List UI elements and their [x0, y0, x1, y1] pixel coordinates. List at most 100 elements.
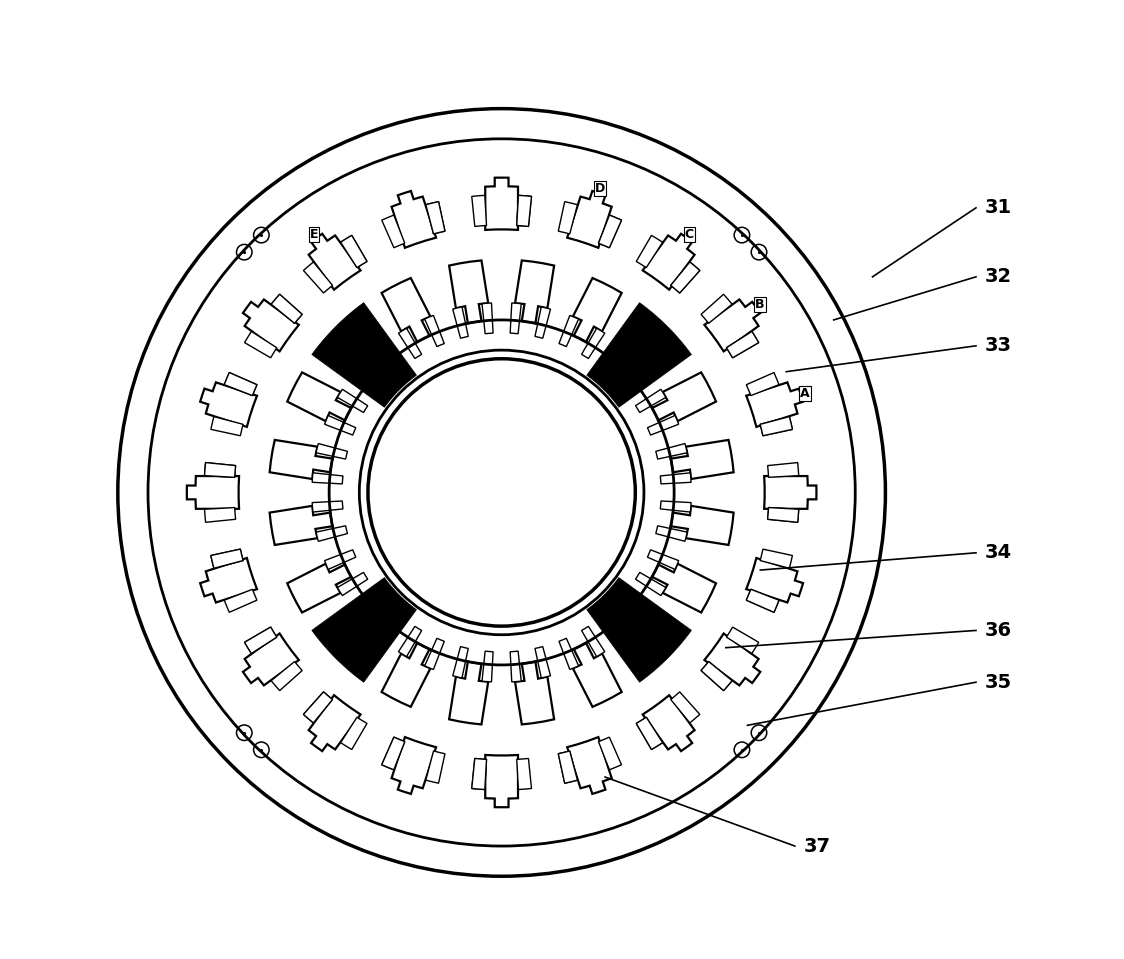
Polygon shape — [271, 294, 302, 323]
Polygon shape — [535, 307, 551, 339]
Polygon shape — [325, 550, 356, 570]
Polygon shape — [381, 278, 430, 342]
Polygon shape — [701, 662, 732, 690]
Polygon shape — [618, 609, 678, 668]
Polygon shape — [559, 201, 578, 234]
Polygon shape — [399, 328, 422, 359]
Polygon shape — [643, 234, 695, 290]
Text: A: A — [800, 387, 810, 400]
Polygon shape — [568, 737, 611, 794]
Polygon shape — [354, 593, 383, 620]
Polygon shape — [635, 389, 665, 412]
Polygon shape — [768, 507, 799, 523]
Polygon shape — [486, 177, 518, 230]
Polygon shape — [587, 577, 691, 682]
Polygon shape — [746, 383, 803, 427]
Polygon shape — [426, 751, 445, 784]
Polygon shape — [517, 196, 532, 226]
Text: 31: 31 — [985, 199, 1012, 218]
Polygon shape — [374, 345, 401, 374]
Text: 34: 34 — [985, 544, 1012, 562]
Polygon shape — [559, 751, 578, 784]
Polygon shape — [510, 303, 522, 334]
Polygon shape — [425, 639, 444, 669]
Polygon shape — [660, 501, 691, 512]
Polygon shape — [559, 639, 579, 669]
Polygon shape — [391, 191, 436, 247]
Polygon shape — [426, 201, 445, 234]
Polygon shape — [326, 609, 384, 668]
Polygon shape — [515, 662, 554, 724]
Polygon shape — [325, 415, 356, 435]
Polygon shape — [450, 261, 488, 323]
Polygon shape — [746, 589, 779, 613]
Circle shape — [118, 108, 886, 877]
Polygon shape — [271, 294, 302, 323]
Polygon shape — [341, 235, 366, 268]
Polygon shape — [271, 662, 302, 690]
Polygon shape — [303, 262, 333, 293]
Polygon shape — [211, 416, 243, 435]
Polygon shape — [655, 444, 687, 459]
Circle shape — [368, 359, 635, 626]
Polygon shape — [701, 662, 732, 690]
Polygon shape — [636, 717, 663, 750]
Polygon shape — [581, 328, 605, 359]
Polygon shape — [620, 365, 649, 392]
Polygon shape — [726, 332, 759, 358]
Polygon shape — [655, 526, 687, 541]
Polygon shape — [326, 316, 384, 375]
Polygon shape — [598, 737, 622, 770]
Text: C: C — [685, 228, 694, 241]
Polygon shape — [573, 643, 622, 707]
Polygon shape — [341, 235, 366, 268]
Polygon shape — [391, 737, 436, 794]
Polygon shape — [288, 372, 351, 421]
Text: 33: 33 — [985, 337, 1012, 356]
Polygon shape — [382, 737, 405, 770]
Polygon shape — [354, 365, 383, 392]
Polygon shape — [701, 294, 732, 323]
Polygon shape — [382, 737, 405, 770]
Polygon shape — [535, 646, 551, 678]
Polygon shape — [205, 507, 236, 523]
Polygon shape — [517, 759, 532, 789]
Polygon shape — [245, 332, 277, 358]
Polygon shape — [205, 462, 236, 478]
Text: E: E — [310, 228, 318, 241]
Polygon shape — [647, 415, 679, 435]
Polygon shape — [425, 316, 444, 346]
Polygon shape — [225, 372, 257, 395]
Polygon shape — [472, 759, 487, 789]
Polygon shape — [510, 651, 522, 682]
Text: 32: 32 — [985, 268, 1012, 287]
Polygon shape — [581, 626, 605, 657]
Polygon shape — [760, 416, 792, 435]
Polygon shape — [205, 462, 236, 478]
Polygon shape — [652, 372, 716, 421]
Polygon shape — [671, 262, 700, 293]
Polygon shape — [671, 691, 700, 723]
Polygon shape — [426, 201, 445, 234]
Polygon shape — [245, 627, 277, 653]
Polygon shape — [337, 389, 368, 412]
Polygon shape — [482, 303, 493, 334]
Polygon shape — [341, 717, 366, 750]
Polygon shape — [652, 564, 716, 613]
Polygon shape — [187, 476, 239, 509]
Polygon shape — [453, 646, 469, 678]
Polygon shape — [482, 651, 493, 682]
Polygon shape — [472, 196, 487, 226]
Polygon shape — [726, 332, 759, 358]
Polygon shape — [374, 611, 401, 640]
Polygon shape — [243, 299, 299, 351]
Polygon shape — [472, 759, 487, 789]
Circle shape — [148, 139, 855, 846]
Polygon shape — [568, 191, 611, 247]
Text: B: B — [755, 298, 764, 312]
Polygon shape — [636, 235, 663, 268]
Text: D: D — [595, 182, 606, 196]
Polygon shape — [225, 589, 257, 613]
Polygon shape — [303, 691, 333, 723]
Polygon shape — [382, 215, 405, 247]
